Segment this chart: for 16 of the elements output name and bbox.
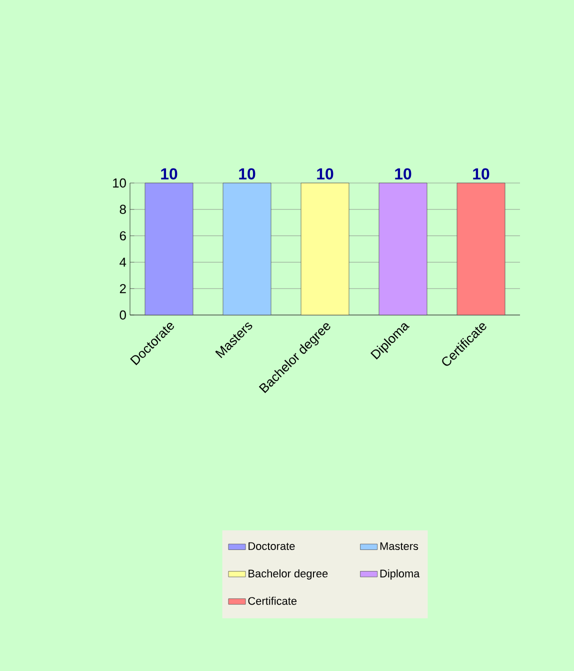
data-label: 10 [473, 168, 490, 180]
legend-label: Masters [380, 542, 418, 550]
legend-label: Bachelor degree [248, 569, 328, 580]
y-tick-label: 4 [120, 258, 126, 267]
legend-label: Doctorate [248, 542, 295, 550]
y-tick-label: 10 [113, 178, 126, 188]
y-tick-label: 8 [120, 204, 126, 214]
y-tick-label: 0 [120, 310, 126, 320]
y-tick-label: 6 [120, 231, 126, 240]
data-label: 10 [161, 168, 178, 180]
data-label: 10 [239, 168, 256, 180]
legend-label: Diploma [380, 569, 420, 580]
data-label: 10 [395, 168, 412, 180]
data-label: 10 [317, 168, 334, 180]
y-tick-label: 2 [120, 284, 126, 294]
legend-label: Certificate [248, 596, 297, 605]
